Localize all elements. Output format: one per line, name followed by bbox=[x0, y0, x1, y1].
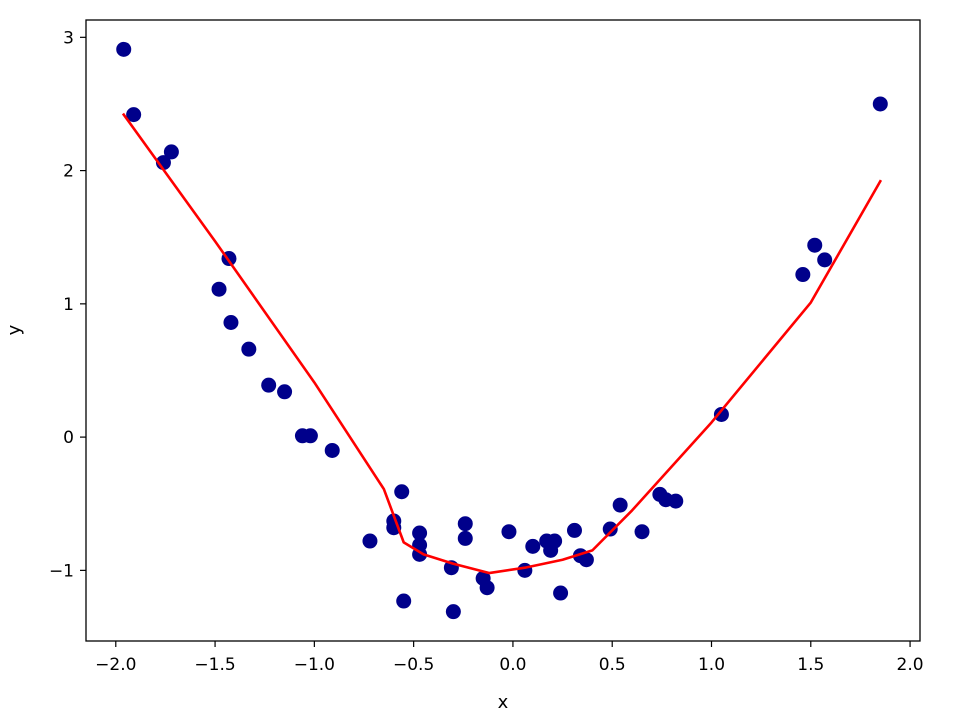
x-tick-label: 0.0 bbox=[499, 655, 526, 675]
scatter-point bbox=[457, 530, 473, 546]
scatter-point bbox=[795, 267, 811, 283]
plot-frame bbox=[85, 19, 921, 642]
scatter-point bbox=[396, 593, 412, 609]
scatter-point bbox=[445, 604, 461, 620]
x-tick-label: −2.0 bbox=[95, 655, 136, 675]
scatter-point bbox=[163, 144, 179, 160]
scatter-point bbox=[807, 237, 823, 253]
scatter-point bbox=[517, 562, 533, 578]
scatter-point bbox=[324, 442, 340, 458]
scatter-point bbox=[612, 497, 628, 513]
scatter-point bbox=[553, 585, 569, 601]
scatter-point bbox=[394, 484, 410, 500]
scatter-point bbox=[501, 524, 517, 540]
x-tick-label: 0.5 bbox=[599, 655, 626, 675]
y-tick-label: −1 bbox=[49, 561, 74, 581]
scatter-series bbox=[116, 41, 888, 620]
scatter-point bbox=[211, 281, 227, 297]
scatter-point bbox=[277, 384, 293, 400]
scatter-point bbox=[479, 580, 495, 596]
y-tick-label: 1 bbox=[63, 295, 74, 315]
x-tick-label: −1.0 bbox=[294, 655, 335, 675]
y-axis-label: y bbox=[4, 324, 25, 335]
fit-line bbox=[121, 112, 883, 575]
x-axis: −2.0 −1.5 −1.0 −0.5 0.0 0.5 1.0 1.5 2.0 bbox=[95, 641, 924, 675]
scatter-point bbox=[457, 516, 473, 532]
plot-area bbox=[86, 20, 920, 641]
scatter-point bbox=[817, 252, 833, 268]
y-axis: −1 0 1 2 3 bbox=[49, 28, 86, 581]
scatter-point bbox=[547, 533, 563, 549]
x-tick-label: −0.5 bbox=[393, 655, 434, 675]
scatter-point bbox=[578, 552, 594, 568]
x-axis-label: x bbox=[498, 692, 509, 713]
scatter-point bbox=[713, 406, 729, 422]
scatter-point bbox=[872, 96, 888, 112]
x-tick-label: 2.0 bbox=[897, 655, 924, 675]
scatter-point bbox=[261, 377, 277, 393]
scatter-point bbox=[602, 521, 618, 537]
scatter-point bbox=[362, 533, 378, 549]
x-tick-label: −1.5 bbox=[194, 655, 235, 675]
y-tick-label: 3 bbox=[63, 28, 74, 48]
scatter-point bbox=[668, 493, 684, 509]
y-tick-label: 0 bbox=[63, 428, 74, 448]
scatter-point bbox=[566, 522, 582, 538]
x-tick-label: 1.5 bbox=[797, 655, 824, 675]
scatter-point bbox=[116, 41, 132, 57]
chart-marks bbox=[116, 41, 888, 620]
y-tick-label: 2 bbox=[63, 162, 74, 182]
scatter-point bbox=[525, 538, 541, 554]
scatter-point bbox=[634, 524, 650, 540]
scatter-point bbox=[223, 315, 239, 330]
scatter-point bbox=[241, 341, 257, 357]
scatter-point bbox=[412, 525, 428, 541]
scatter-point bbox=[126, 107, 142, 123]
x-tick-label: 1.0 bbox=[698, 655, 725, 675]
scatter-point bbox=[302, 428, 318, 444]
